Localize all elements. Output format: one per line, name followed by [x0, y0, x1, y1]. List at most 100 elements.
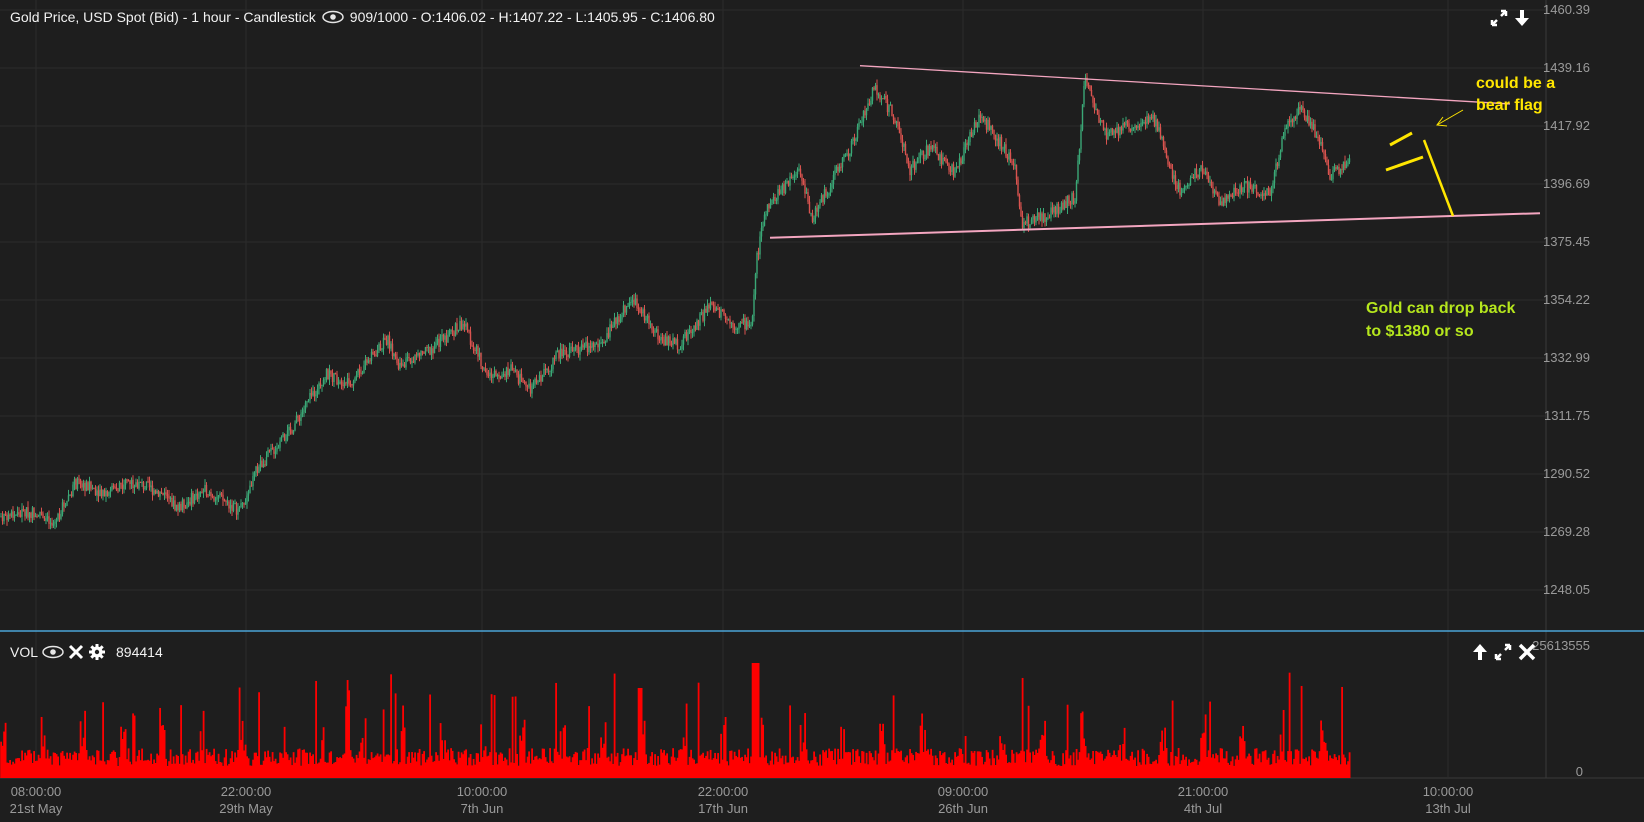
price-tick-label: 1439.16	[1543, 60, 1590, 75]
volume-bar	[297, 749, 299, 778]
candle-body	[468, 329, 470, 332]
volume-bar	[285, 752, 287, 778]
candle-body	[495, 370, 497, 377]
candle-body	[55, 520, 58, 522]
volume-bar	[882, 723, 884, 778]
volume-bar	[628, 755, 631, 778]
candle-body	[846, 153, 848, 155]
volume-bar	[1152, 761, 1154, 778]
candle-body	[756, 252, 758, 274]
volume-bar	[952, 765, 955, 778]
candle-body	[117, 490, 119, 492]
volume-bar	[441, 740, 443, 778]
volume-bar	[771, 751, 773, 778]
candle-body	[190, 492, 193, 505]
volume-bar	[249, 765, 251, 778]
volume-bar	[604, 722, 607, 778]
volume-bar	[909, 749, 911, 778]
candle-body	[1081, 104, 1084, 130]
candle-body	[1276, 163, 1279, 167]
candle-body	[427, 347, 430, 349]
gear-icon[interactable]	[88, 643, 106, 661]
candle-body	[636, 298, 638, 308]
volume-bar	[378, 756, 380, 778]
volume-bar	[1335, 757, 1337, 778]
candle-body	[199, 491, 202, 493]
candle-body	[987, 119, 989, 130]
volume-bar	[559, 731, 562, 778]
volume-bar	[474, 764, 476, 778]
candle-body	[186, 502, 188, 509]
candle-body	[123, 484, 125, 490]
candle-body	[369, 360, 371, 362]
candle-body	[411, 361, 413, 364]
volume-bar	[12, 761, 14, 778]
candle-body	[598, 343, 601, 348]
expand-icon[interactable]	[1494, 643, 1512, 661]
volume-bar	[328, 752, 331, 778]
volume-bar	[363, 757, 365, 778]
volume-bar	[1323, 741, 1325, 778]
download-icon[interactable]	[1514, 9, 1530, 27]
candle-body	[585, 341, 587, 347]
volume-bar	[1306, 761, 1309, 778]
volume-bar	[1231, 756, 1234, 778]
eye-icon[interactable]	[42, 645, 64, 659]
volume-bar	[759, 757, 761, 778]
candle-body	[646, 315, 649, 319]
candle-body	[817, 205, 820, 212]
volume-bar	[136, 755, 139, 778]
volume-bar	[789, 705, 791, 778]
volume-bar	[751, 663, 754, 778]
candle-body	[1200, 165, 1202, 170]
candle-body	[39, 512, 41, 516]
volume-bar	[9, 760, 11, 778]
projection-line	[1422, 139, 1455, 217]
candle-body	[999, 136, 1001, 147]
candle-body	[934, 146, 937, 148]
volume-bar	[169, 749, 172, 778]
volume-bar	[1042, 735, 1045, 778]
candle-body	[397, 363, 400, 369]
expand-icon[interactable]	[1490, 9, 1508, 27]
volume-bar	[537, 759, 539, 778]
candle-body	[279, 441, 281, 448]
candle-body	[1257, 192, 1259, 195]
candle-body	[267, 450, 269, 458]
trendline-lower	[769, 212, 1541, 239]
candle-body	[1086, 77, 1088, 83]
arrow-up-icon[interactable]	[1472, 643, 1488, 661]
volume-bar	[1150, 764, 1153, 778]
volume-bar	[325, 762, 328, 778]
candle-body	[1096, 108, 1099, 115]
volume-bar	[235, 757, 238, 778]
volume-bar	[645, 754, 647, 778]
candle-body	[832, 174, 835, 185]
volume-bar	[219, 761, 221, 778]
candle-body	[1008, 152, 1010, 160]
eye-icon[interactable]	[322, 10, 344, 24]
volume-bar	[1221, 748, 1223, 778]
close-icon[interactable]	[68, 644, 84, 660]
volume-bar	[364, 718, 367, 778]
volume-bar	[1113, 750, 1115, 778]
volume-bar	[1075, 748, 1078, 778]
candle-body	[624, 305, 626, 313]
candle-body	[69, 494, 71, 496]
candle-body	[916, 158, 919, 164]
candle-body	[808, 201, 811, 214]
candle-body	[1068, 195, 1070, 204]
candle-body	[796, 169, 799, 175]
volume-bar	[1338, 755, 1340, 778]
candle-body	[594, 344, 596, 348]
candle-body	[957, 166, 959, 168]
volume-bar	[339, 757, 341, 778]
close-icon[interactable]	[1518, 643, 1536, 661]
volume-bar	[1068, 758, 1070, 778]
candle-body	[441, 334, 443, 337]
volume-bar	[81, 746, 83, 778]
volume-bar	[1251, 763, 1253, 778]
candle-body	[603, 341, 605, 343]
candle-body	[0, 516, 2, 518]
candle-body	[277, 447, 280, 449]
